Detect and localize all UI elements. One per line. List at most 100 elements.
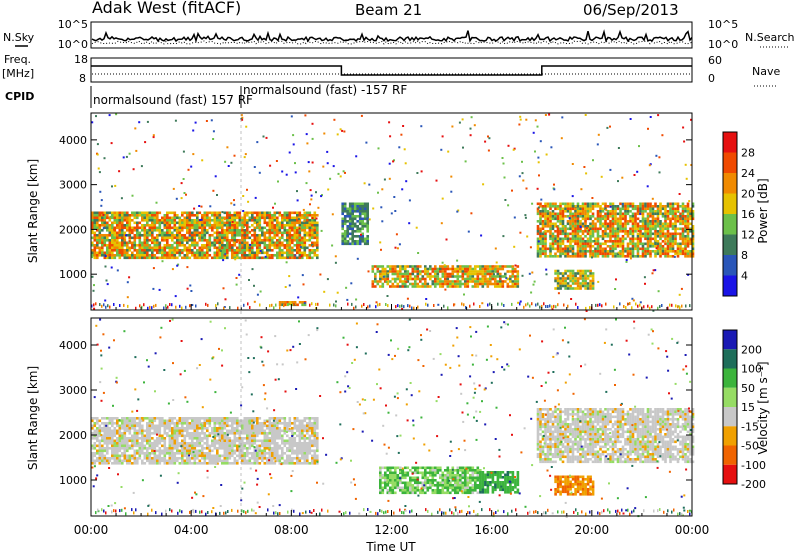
echo-cell <box>619 225 622 228</box>
echo-cell <box>171 449 174 453</box>
echo-cell <box>691 215 695 218</box>
echo-cell <box>143 429 147 433</box>
echo-cell <box>509 265 512 268</box>
echo-cell <box>689 210 692 213</box>
echo-cell <box>626 212 630 216</box>
echo-cell <box>431 275 435 278</box>
echo-cell <box>102 227 105 230</box>
echo-cell <box>559 240 562 243</box>
echo-cell <box>348 217 352 221</box>
echo-cell <box>504 265 507 268</box>
echo-cell <box>121 432 124 435</box>
echo-cell <box>261 241 264 245</box>
echo-cell <box>216 241 219 245</box>
echo-cell <box>656 235 660 238</box>
echo-cell <box>211 244 214 247</box>
echo-cell <box>196 224 199 227</box>
echo-cell <box>191 236 194 240</box>
echo-cell <box>191 249 194 252</box>
echo-cell <box>306 221 309 225</box>
echo-cell <box>639 205 642 208</box>
echo-cell <box>183 434 187 438</box>
echo-cell <box>211 224 214 227</box>
echo-cell <box>208 449 212 453</box>
echo-cell <box>243 444 247 448</box>
echo-cell <box>253 236 257 240</box>
echo-cell <box>366 202 369 206</box>
echo-cell <box>539 227 542 231</box>
echo-cell <box>288 254 292 257</box>
echo-cell <box>203 432 207 435</box>
echo-cell <box>146 120 149 123</box>
echo-cell <box>502 162 505 165</box>
echo-cell <box>664 212 667 216</box>
echo-cell <box>183 221 187 225</box>
echo-cell <box>121 236 124 240</box>
echo-cell <box>106 221 109 225</box>
echo-cell <box>191 427 194 430</box>
echo-cell <box>566 210 570 213</box>
echo-cell <box>624 217 627 221</box>
echo-cell <box>138 256 142 260</box>
echo-cell <box>356 205 359 208</box>
echo-cell <box>624 215 627 218</box>
echo-cell <box>118 439 122 443</box>
echo-cell <box>611 225 615 228</box>
echo-cell <box>163 422 167 425</box>
echo-cell <box>429 265 432 268</box>
echo-cell <box>138 251 142 255</box>
echo-cell <box>519 231 522 234</box>
echo-cell <box>343 130 346 133</box>
echo-cell <box>198 437 202 440</box>
echo-cell <box>198 419 202 423</box>
echo-cell <box>98 234 102 237</box>
echo-cell <box>649 237 652 241</box>
echo-cell <box>193 241 197 245</box>
echo-cell <box>601 250 605 253</box>
echo-cell <box>201 452 204 455</box>
echo-cell <box>666 212 670 216</box>
echo-cell <box>313 229 317 232</box>
echo-cell <box>641 247 645 251</box>
echo-cell <box>218 459 222 463</box>
echo-cell <box>93 437 97 440</box>
echo-cell <box>469 134 472 137</box>
echo-cell <box>361 207 364 211</box>
echo-cell <box>221 439 224 443</box>
echo-cell <box>308 170 311 173</box>
echo-cell <box>123 459 127 463</box>
echo-cell <box>238 234 242 237</box>
echo-cell <box>218 254 222 257</box>
echo-cell <box>644 282 646 285</box>
echo-cell <box>111 449 114 453</box>
echo-cell <box>636 240 640 243</box>
echo-cell <box>246 214 249 217</box>
echo-cell <box>576 240 580 243</box>
echo-cell <box>161 457 164 460</box>
echo-cell <box>258 221 262 225</box>
echo-cell <box>616 222 620 226</box>
echo-cell <box>346 227 349 231</box>
echo-cell <box>516 265 520 268</box>
echo-cell <box>166 462 169 465</box>
echo-cell <box>103 216 107 220</box>
echo-cell <box>309 203 311 206</box>
echo-cell <box>193 424 197 428</box>
echo-cell <box>636 232 640 236</box>
echo-cell <box>218 442 222 445</box>
echo-cell <box>258 229 262 232</box>
echo-cell <box>191 442 194 445</box>
echo-cell <box>91 216 94 220</box>
echo-cell <box>196 427 199 430</box>
echo-cell <box>313 224 317 227</box>
echo-cell <box>293 229 297 232</box>
echo-cell <box>646 237 650 241</box>
echo-cell <box>113 447 117 450</box>
echo-cell <box>506 270 510 273</box>
echo-cell <box>218 444 222 448</box>
echo-cell <box>281 303 284 307</box>
echo-cell <box>136 216 139 220</box>
echo-cell <box>96 457 99 460</box>
echo-cell <box>188 214 192 217</box>
echo-cell <box>389 265 392 268</box>
